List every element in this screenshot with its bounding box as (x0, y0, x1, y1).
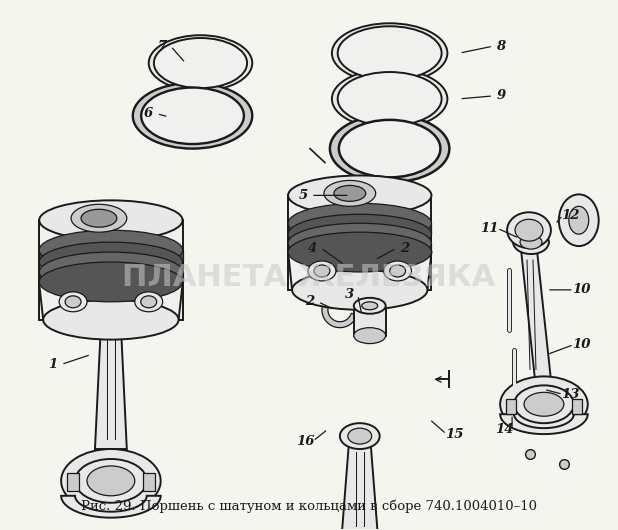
Text: 5: 5 (298, 189, 308, 202)
Ellipse shape (81, 209, 117, 227)
Polygon shape (61, 496, 161, 518)
Text: Рис. 29. Поршень с шатуном и кольцами в сборе 740.1004010–10: Рис. 29. Поршень с шатуном и кольцами в … (81, 500, 537, 514)
Ellipse shape (141, 296, 157, 308)
Text: 3: 3 (345, 288, 355, 302)
Ellipse shape (288, 232, 431, 272)
Ellipse shape (39, 230, 182, 270)
Text: 10: 10 (572, 338, 591, 351)
Polygon shape (95, 325, 127, 449)
Ellipse shape (353, 328, 386, 343)
Ellipse shape (288, 175, 431, 215)
Ellipse shape (500, 376, 588, 432)
Polygon shape (39, 220, 182, 320)
Ellipse shape (87, 466, 135, 496)
Ellipse shape (324, 180, 376, 206)
Ellipse shape (75, 459, 146, 503)
Text: 8: 8 (496, 40, 506, 52)
Ellipse shape (339, 120, 441, 178)
Text: 6: 6 (144, 107, 153, 120)
Ellipse shape (559, 195, 599, 246)
Text: 11: 11 (480, 222, 499, 235)
Polygon shape (288, 196, 431, 290)
Ellipse shape (330, 115, 449, 182)
Text: 14: 14 (495, 422, 514, 436)
Text: 10: 10 (572, 284, 591, 296)
Ellipse shape (288, 214, 431, 254)
Ellipse shape (39, 200, 182, 240)
Ellipse shape (133, 83, 252, 148)
Polygon shape (39, 250, 182, 262)
Ellipse shape (154, 38, 247, 88)
Polygon shape (500, 414, 588, 434)
Polygon shape (288, 243, 431, 252)
Ellipse shape (61, 449, 161, 513)
Text: 4: 4 (308, 242, 318, 254)
Ellipse shape (524, 392, 564, 416)
Ellipse shape (389, 265, 405, 277)
Ellipse shape (141, 87, 244, 144)
Ellipse shape (288, 204, 431, 243)
Ellipse shape (39, 262, 182, 302)
Text: 13: 13 (562, 388, 580, 401)
Ellipse shape (337, 26, 442, 80)
Text: 9: 9 (496, 90, 506, 102)
Ellipse shape (65, 296, 81, 308)
Polygon shape (342, 444, 378, 530)
Ellipse shape (384, 261, 412, 281)
Text: 2: 2 (305, 295, 315, 308)
Polygon shape (521, 250, 551, 379)
Ellipse shape (59, 292, 87, 312)
Text: 7: 7 (158, 40, 167, 52)
Text: 12: 12 (562, 209, 580, 222)
Polygon shape (67, 473, 79, 491)
Ellipse shape (520, 235, 542, 249)
Ellipse shape (135, 292, 163, 312)
Ellipse shape (362, 302, 378, 310)
Ellipse shape (292, 270, 428, 310)
Ellipse shape (348, 428, 371, 444)
Polygon shape (353, 306, 386, 335)
Polygon shape (572, 399, 582, 414)
Ellipse shape (43, 300, 179, 340)
Text: 16: 16 (296, 435, 315, 447)
Polygon shape (288, 223, 431, 234)
Polygon shape (143, 473, 154, 491)
Ellipse shape (314, 265, 330, 277)
Text: 1: 1 (49, 358, 57, 371)
Ellipse shape (332, 69, 447, 129)
Ellipse shape (332, 23, 447, 83)
Ellipse shape (515, 219, 543, 241)
Ellipse shape (149, 35, 252, 91)
Ellipse shape (513, 230, 549, 254)
Polygon shape (39, 272, 182, 282)
Ellipse shape (334, 186, 366, 201)
Text: 15: 15 (445, 428, 464, 440)
Ellipse shape (353, 298, 386, 314)
Text: 2: 2 (400, 242, 409, 254)
Polygon shape (288, 252, 431, 290)
Ellipse shape (39, 242, 182, 282)
Ellipse shape (71, 205, 127, 232)
Ellipse shape (507, 213, 551, 248)
Ellipse shape (288, 223, 431, 263)
Ellipse shape (514, 385, 574, 423)
Polygon shape (39, 284, 182, 320)
Text: ПЛАНЕТА ЖЕЛЕЗЯКА: ПЛАНЕТА ЖЕЛЕЗЯКА (122, 263, 496, 293)
Ellipse shape (340, 423, 379, 449)
Polygon shape (506, 399, 516, 414)
Ellipse shape (39, 252, 182, 292)
Ellipse shape (308, 261, 336, 281)
Ellipse shape (337, 72, 442, 126)
Polygon shape (322, 292, 357, 328)
Ellipse shape (569, 206, 589, 234)
